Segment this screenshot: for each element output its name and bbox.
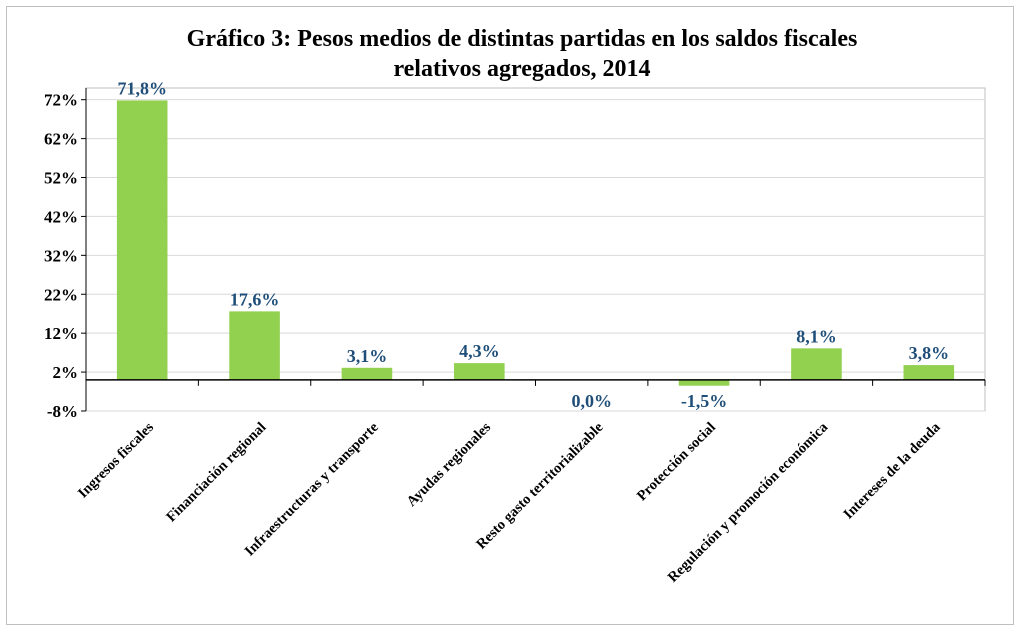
data-label: 0,0%	[571, 391, 612, 411]
bar	[454, 363, 505, 380]
data-label: 8,1%	[796, 326, 837, 346]
data-label: 17,6%	[230, 289, 280, 309]
chart-frame	[6, 6, 1014, 625]
data-label: -1,5%	[681, 391, 728, 411]
category-label: Ayudas regionales	[404, 419, 495, 510]
y-tick-label: 22%	[44, 285, 78, 304]
chart-title-line-2: relativos agregados, 2014	[393, 56, 650, 82]
category-label: Intereses de la deuda	[841, 419, 945, 523]
y-tick-label: 12%	[44, 324, 78, 343]
bar	[678, 379, 730, 386]
data-label: 3,1%	[347, 346, 388, 366]
bar	[229, 311, 280, 380]
y-tick-label: 42%	[44, 207, 78, 226]
bar	[341, 367, 393, 380]
y-tick-label: 52%	[44, 169, 78, 188]
y-tick-label: 62%	[44, 130, 78, 149]
data-label: 3,8%	[909, 343, 950, 363]
y-tick-label: 2%	[53, 363, 79, 382]
y-tick-label: 32%	[44, 246, 78, 265]
plot-area	[85, 87, 986, 412]
category-label: Ingresos fiscales	[75, 419, 157, 501]
data-label: 71,8%	[117, 78, 167, 98]
chart-title-line-1: Gráfico 3: Pesos medios de distintas par…	[187, 26, 858, 52]
category-label: Infraestructuras y transporte	[242, 419, 382, 559]
category-label: Resto gasto territorializable	[473, 419, 607, 553]
data-label: 4,3%	[459, 341, 500, 361]
category-label: Financiación regional	[163, 419, 269, 525]
y-tick-label: -8%	[47, 402, 78, 421]
bar	[903, 365, 955, 380]
category-label: Protección social	[634, 419, 719, 504]
bar	[116, 100, 168, 380]
bar	[791, 348, 842, 380]
y-tick-label: 72%	[44, 91, 78, 110]
